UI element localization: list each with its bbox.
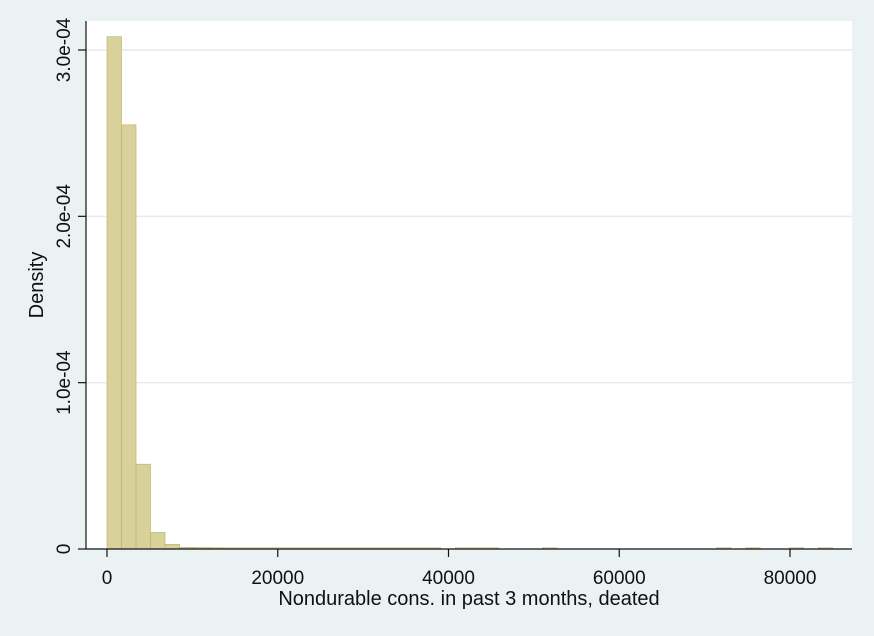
x-tick-label: 40000 <box>422 568 475 589</box>
y-tick-label: 2.0e-04 <box>54 184 75 249</box>
plot-area <box>86 21 852 549</box>
histogram-bars <box>106 36 833 550</box>
x-tick-label: 0 <box>102 568 113 589</box>
x-tick-label: 20000 <box>251 568 304 589</box>
histogram-bar <box>121 124 137 550</box>
histogram-bar <box>106 36 122 550</box>
x-tick-label: 60000 <box>593 568 646 589</box>
y-tick-label: 1.0e-04 <box>54 350 75 415</box>
y-axis-title: Density <box>26 252 48 319</box>
x-axis-ticks: 0 20000 40000 60000 80000 <box>102 549 817 589</box>
histogram-bar <box>164 544 180 550</box>
y-axis-ticks: 0 1.0e-04 2.0e-04 3.0e-04 <box>54 17 86 554</box>
x-axis-title: Nondurable cons. in past 3 months, deate… <box>278 588 659 610</box>
grid-lines <box>86 49 852 384</box>
y-tick-label: 0 <box>54 544 75 555</box>
histogram-bar <box>135 463 151 550</box>
histogram-bar <box>150 532 166 550</box>
x-tick-label: 80000 <box>764 568 817 589</box>
y-tick-label: 3.0e-04 <box>54 17 75 82</box>
